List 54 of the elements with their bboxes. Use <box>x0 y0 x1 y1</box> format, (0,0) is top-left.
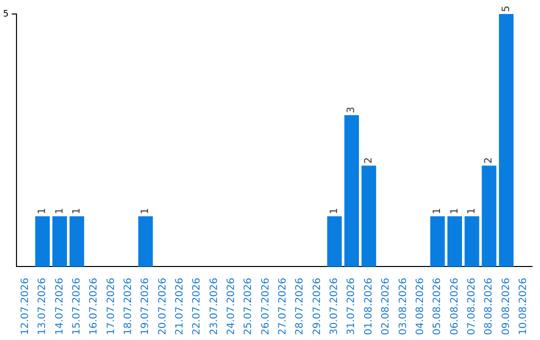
data-label: 1 <box>37 208 48 214</box>
x-tick-label: 08.08.2026 <box>484 278 495 336</box>
bar <box>52 216 67 267</box>
data-label: 1 <box>432 208 444 214</box>
x-tick-label: 25.07.2026 <box>243 278 254 336</box>
x-tick-label: 15.07.2026 <box>71 278 82 336</box>
data-label: 2 <box>484 157 495 164</box>
x-tick-label: 18.07.2026 <box>122 278 134 336</box>
x-tick-label: 02.08.2026 <box>380 278 392 336</box>
x-tick-label: 17.07.2026 <box>106 278 117 336</box>
x-tick-label: 30.07.2026 <box>329 278 340 336</box>
x-tick-label: 31.07.2026 <box>346 278 358 336</box>
bar <box>327 216 342 267</box>
x-tick-label: 19.07.2026 <box>140 278 152 336</box>
x-tick-label: 14.07.2026 <box>54 278 66 336</box>
data-label: 5 <box>500 6 512 12</box>
x-tick-label: 09.08.2026 <box>500 278 512 336</box>
x-tick-label: 22.07.2026 <box>192 278 203 336</box>
x-tick-label: 27.07.2026 <box>278 278 289 336</box>
bar <box>482 166 496 267</box>
data-label: 1 <box>449 208 460 214</box>
x-tick-label: 12.07.2026 <box>20 278 31 336</box>
x-tick-label: 23.07.2026 <box>208 278 220 336</box>
x-tick-label: 26.07.2026 <box>260 278 272 336</box>
data-label: 1 <box>466 208 478 214</box>
bar <box>362 166 376 267</box>
bar <box>464 216 480 267</box>
x-tick-label: 07.08.2026 <box>466 278 478 336</box>
bar <box>498 14 514 267</box>
x-tick-label: 29.07.2026 <box>312 278 323 336</box>
x-tick-label: 24.07.2026 <box>226 278 238 336</box>
x-tick-label: 01.08.2026 <box>363 278 374 336</box>
x-tick-label: 05.08.2026 <box>432 278 444 336</box>
x-tick-label: 16.07.2026 <box>88 278 100 336</box>
x-tick-label: 03.08.2026 <box>398 278 409 336</box>
x-tick-label: 28.07.2026 <box>294 278 306 336</box>
x-tick-label: 20.07.2026 <box>157 278 168 336</box>
x-tick-label: 06.08.2026 <box>449 278 460 336</box>
bar <box>447 216 462 267</box>
bar <box>70 216 84 267</box>
data-label: 2 <box>363 157 374 164</box>
bar <box>430 216 445 267</box>
bar <box>344 115 359 267</box>
data-label: 1 <box>140 208 152 214</box>
x-tick-label: 21.07.2026 <box>174 278 186 336</box>
data-label: 1 <box>329 208 340 214</box>
data-label: 1 <box>71 208 82 214</box>
x-tick-label: 10.08.2026 <box>518 278 530 336</box>
data-label: 1 <box>54 208 66 214</box>
x-tick-label: 04.08.2026 <box>414 278 426 336</box>
bar <box>138 216 153 267</box>
bar <box>35 216 50 267</box>
x-tick-label: 13.07.2026 <box>37 278 48 336</box>
data-label: 3 <box>346 106 358 114</box>
